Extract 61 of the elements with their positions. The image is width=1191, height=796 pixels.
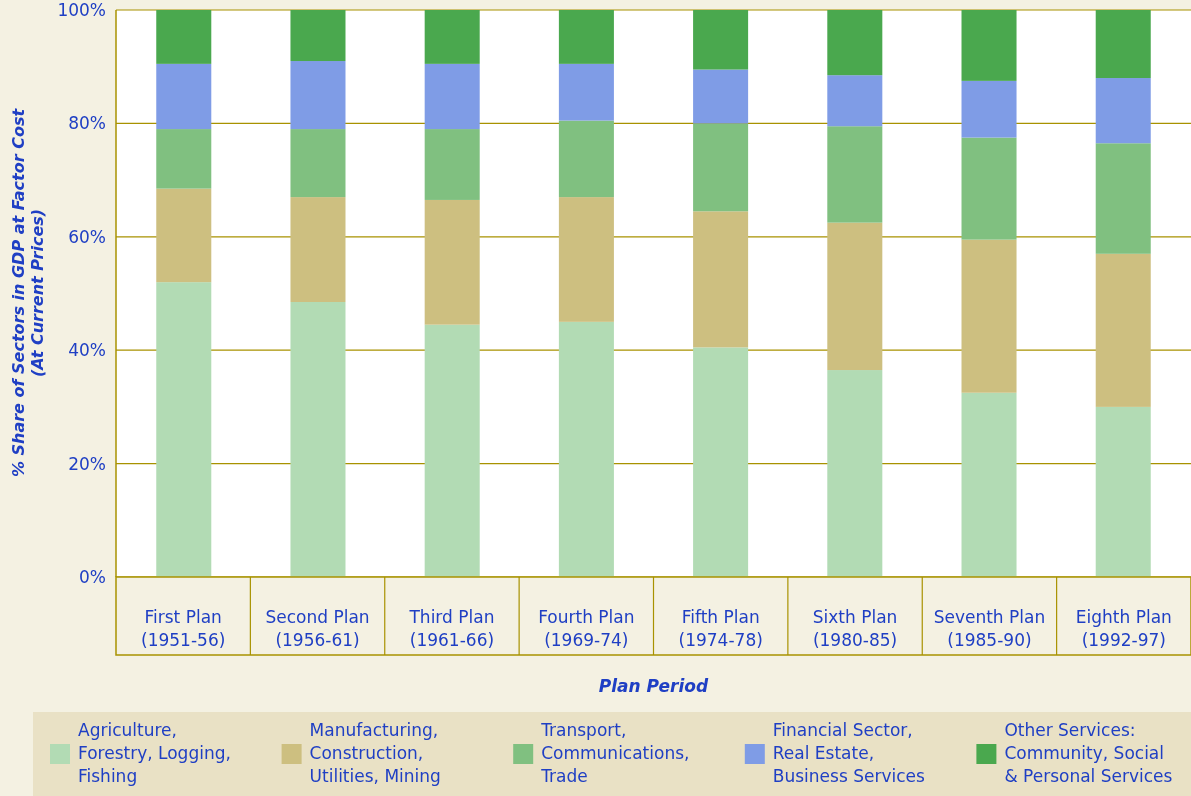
legend-label: Manufacturing, Construction, Utilities, Mining [309, 720, 441, 786]
x-tick-label: First Plan (1951-56) [141, 607, 226, 650]
y-tick-label: 100% [57, 0, 106, 20]
bar [424, 324, 480, 577]
bar [693, 123, 749, 212]
legend-label: Financial Sector, Real Estate, Business Services [772, 720, 925, 786]
bar [1095, 406, 1151, 577]
y-tick-label: 40% [68, 340, 106, 361]
bar [558, 63, 614, 121]
x-tick-label: Fourth Plan (1969-74) [538, 607, 635, 650]
bar [961, 10, 1017, 81]
bar [827, 370, 883, 577]
bar [1095, 253, 1151, 407]
y-tick-label: 60% [68, 226, 106, 247]
bar [156, 63, 212, 130]
bar [290, 10, 346, 62]
y-axis-title: % Share of Sectors in GDP at Factor Cost (At Current Prices) [9, 107, 47, 478]
bar [156, 10, 212, 64]
bar [693, 69, 749, 124]
bar [961, 392, 1017, 577]
bar [558, 321, 614, 577]
bar [424, 63, 480, 130]
bar [827, 75, 883, 127]
bar [1095, 10, 1151, 79]
bar [290, 302, 346, 577]
bar [558, 120, 614, 198]
bar [961, 80, 1017, 138]
bar [961, 137, 1017, 240]
y-tick-label: 20% [68, 453, 106, 474]
bar [424, 199, 480, 325]
x-axis-title: Plan Period [598, 676, 710, 696]
bar [1095, 78, 1151, 144]
bar [156, 188, 212, 283]
bar [693, 347, 749, 577]
bar [156, 129, 212, 189]
bar [693, 211, 749, 348]
bar [693, 10, 749, 70]
bar [961, 239, 1017, 393]
bar [827, 10, 883, 76]
x-tick-label: Third Plan (1961-66) [408, 607, 495, 650]
bar [1095, 143, 1151, 254]
bar [290, 129, 346, 198]
legend-label: Transport, Communications, Trade [540, 720, 690, 786]
bar [290, 61, 346, 130]
bar [827, 126, 883, 223]
x-tick-label: Sixth Plan (1980-85) [812, 607, 898, 650]
bar [424, 10, 480, 64]
bar [558, 197, 614, 322]
y-tick-label: 80% [68, 113, 106, 134]
bar [290, 197, 346, 303]
bar [156, 282, 212, 577]
x-tick-label: Seventh Plan (1985-90) [933, 607, 1046, 650]
bar [424, 129, 480, 200]
legend-label: Other Services: Community, Social & Personal Services [1004, 720, 1173, 786]
y-tick-label: 0% [79, 567, 106, 587]
x-tick-label: Fifth Plan (1974-78) [678, 607, 763, 650]
bar [558, 10, 614, 64]
x-tick-label: Second Plan (1956-61) [265, 607, 370, 650]
x-tick-label: Eighth Plan (1992-97) [1075, 607, 1172, 650]
bar [827, 222, 883, 371]
legend-label: Agriculture, Forestry, Logging, Fishing [78, 720, 231, 786]
